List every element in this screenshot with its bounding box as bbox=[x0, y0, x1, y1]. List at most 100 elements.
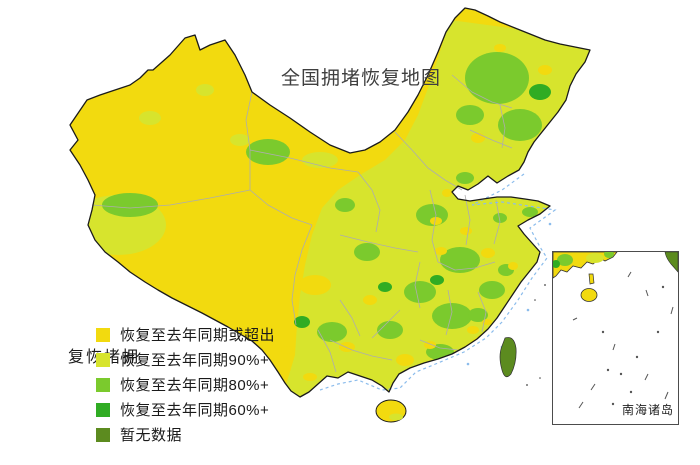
region-patch bbox=[245, 91, 253, 190]
region-patch bbox=[249, 149, 359, 173]
hainan-island bbox=[375, 399, 407, 423]
region-patch bbox=[429, 189, 439, 263]
region-patch bbox=[670, 306, 674, 315]
region-patch bbox=[477, 291, 487, 333]
region-patch bbox=[378, 282, 392, 292]
inset-island-marks bbox=[572, 271, 674, 409]
legend-row: 恢复至去年同期60%+ bbox=[96, 397, 275, 422]
region-patch bbox=[91, 189, 251, 209]
region-patch bbox=[548, 222, 552, 226]
region-patch bbox=[435, 247, 447, 255]
region-patch bbox=[102, 193, 158, 217]
legend-swatch-nodata bbox=[96, 427, 110, 442]
region-patch bbox=[601, 330, 605, 334]
region-patch bbox=[299, 275, 331, 295]
region-patch bbox=[440, 247, 480, 273]
region-patch bbox=[432, 303, 472, 329]
legend-label: 恢复至去年同期90%+ bbox=[120, 352, 270, 369]
region-patch bbox=[493, 213, 507, 223]
region-patch bbox=[139, 111, 161, 125]
region-patch bbox=[612, 343, 616, 351]
inset-hainan bbox=[580, 288, 598, 302]
region-patch bbox=[445, 289, 453, 336]
region-patch bbox=[466, 362, 470, 366]
region-patch bbox=[464, 194, 471, 246]
province-borders bbox=[91, 74, 513, 373]
region-patch bbox=[499, 104, 506, 149]
legend-swatch-level1 bbox=[96, 327, 110, 342]
south-china-sea-inset: 南海诸岛 bbox=[552, 251, 679, 425]
region-patch bbox=[335, 198, 355, 212]
region-patch bbox=[294, 316, 310, 328]
region-patch bbox=[354, 243, 380, 261]
legend-label: 恢复至去年同期或超出 bbox=[120, 327, 276, 344]
region-patch bbox=[494, 44, 506, 52]
region-patch bbox=[456, 105, 484, 125]
region-patch bbox=[468, 308, 488, 322]
region-patch bbox=[481, 248, 495, 258]
region-patch bbox=[196, 84, 214, 96]
region-patch bbox=[635, 355, 639, 359]
region-patch bbox=[317, 322, 347, 342]
region-patch bbox=[604, 252, 614, 258]
region-patch bbox=[471, 133, 485, 143]
country-outline bbox=[69, 7, 591, 398]
inset-label: 南海诸岛 bbox=[621, 403, 674, 417]
region-patch bbox=[281, 346, 293, 354]
legend-label: 恢复至去年同期60%+ bbox=[120, 402, 270, 419]
region-patch bbox=[590, 383, 596, 391]
region-patch bbox=[661, 285, 665, 289]
legend-row: 暂无数据 bbox=[96, 422, 275, 447]
region-patch bbox=[329, 339, 393, 361]
region-patch bbox=[586, 253, 604, 263]
region-patch bbox=[394, 131, 463, 191]
east-level1-patches bbox=[281, 44, 552, 381]
legend-label: 恢复至去年同期80%+ bbox=[120, 377, 270, 394]
region-patch bbox=[414, 261, 421, 309]
region-patch bbox=[396, 354, 414, 366]
legend-label: 暂无数据 bbox=[120, 427, 183, 444]
region-patch bbox=[644, 373, 649, 381]
region-patch bbox=[529, 84, 551, 100]
level4-patches bbox=[294, 84, 551, 328]
region-patch bbox=[534, 299, 536, 301]
region-patch bbox=[430, 217, 442, 225]
region-patch bbox=[469, 129, 513, 149]
region-patch bbox=[456, 172, 474, 184]
legend-swatch-level4 bbox=[96, 402, 110, 417]
region-patch bbox=[522, 207, 538, 217]
region-patch bbox=[249, 189, 313, 226]
region-patch bbox=[606, 368, 610, 372]
region-patch bbox=[538, 65, 552, 75]
region-patch bbox=[389, 413, 403, 421]
region-patch bbox=[460, 227, 472, 235]
legend-rows: 恢复至去年同期或超出 恢复至去年同期90%+ 恢复至去年同期80%+ 恢复至去年… bbox=[96, 322, 275, 447]
region-patch bbox=[498, 109, 542, 141]
inset-taiwan-corner bbox=[664, 252, 678, 273]
level3-patches bbox=[102, 52, 542, 360]
region-patch bbox=[572, 317, 578, 321]
region-patch bbox=[465, 52, 529, 104]
inset-mainland bbox=[553, 252, 618, 302]
region-patch bbox=[539, 377, 541, 379]
region-patch bbox=[357, 171, 381, 233]
region-patch bbox=[437, 261, 496, 271]
legend-swatch-level3 bbox=[96, 377, 110, 392]
region-patch bbox=[619, 372, 623, 376]
region-patch bbox=[430, 275, 444, 285]
region-patch bbox=[526, 308, 530, 312]
region-patch bbox=[553, 260, 560, 268]
region-patch bbox=[371, 309, 401, 339]
region-patch bbox=[479, 281, 505, 299]
legend-row: 恢复至去年同期80%+ bbox=[96, 372, 275, 397]
region-patch bbox=[363, 295, 377, 305]
legend-row: 恢复至去年同期或超出 bbox=[96, 322, 275, 347]
region-patch bbox=[611, 402, 615, 406]
region-patch bbox=[578, 401, 584, 409]
page-title: 全国拥堵恢复地图 bbox=[281, 68, 442, 89]
legend-swatch-level2 bbox=[96, 352, 110, 367]
region-patch bbox=[508, 262, 518, 270]
region-patch bbox=[302, 152, 338, 168]
